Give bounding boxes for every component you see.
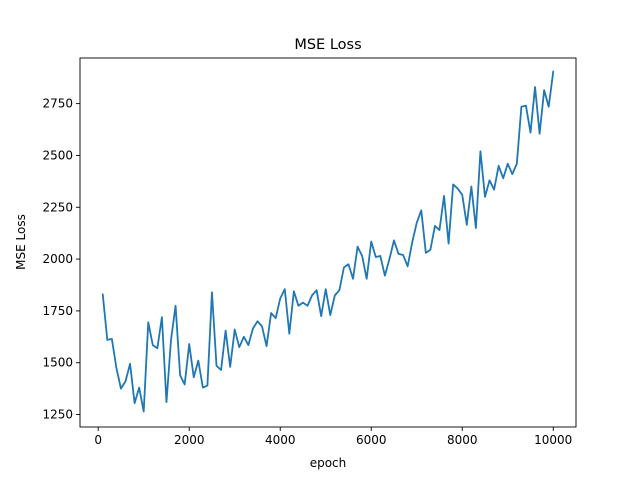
y-tick-label: 1750 xyxy=(42,304,73,318)
x-tick-label: 8000 xyxy=(447,433,478,447)
y-tick-label: 2000 xyxy=(42,252,73,266)
x-tick-label: 6000 xyxy=(356,433,387,447)
series-line xyxy=(101,70,555,413)
x-tick-label: 10000 xyxy=(534,433,572,447)
y-tick-label: 2250 xyxy=(42,200,73,214)
plot-frame xyxy=(79,57,577,428)
y-axis-label: MSE Loss xyxy=(14,214,28,270)
y-tick-label: 1500 xyxy=(42,356,73,370)
chart-title: MSE Loss xyxy=(294,37,361,53)
x-tick-label: 2000 xyxy=(174,433,205,447)
y-tick-label: 2500 xyxy=(42,148,73,162)
y-tick-label: 2750 xyxy=(42,97,73,111)
x-tick-label: 0 xyxy=(94,433,102,447)
x-axis-label: epoch xyxy=(310,456,347,470)
x-tick-label: 4000 xyxy=(265,433,296,447)
y-tick-label: 1250 xyxy=(42,408,73,422)
